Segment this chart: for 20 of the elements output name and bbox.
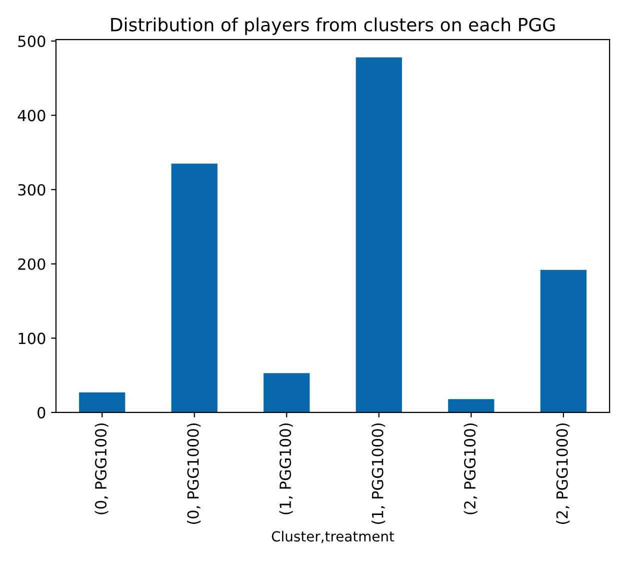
chart-title: Distribution of players from clusters on each PGG — [111, 17, 555, 35]
x-tick-label: (0, PGG1000) — [187, 423, 201, 524]
x-tick-label: (1, PGG1000) — [372, 423, 386, 524]
x-tick-label: (0, PGG100) — [94, 423, 108, 514]
y-tick-label: 500 — [18, 36, 46, 48]
y-tick-label: 300 — [18, 184, 46, 196]
bar — [540, 270, 586, 412]
bar — [171, 164, 218, 412]
y-tick-label: 0 — [38, 406, 46, 418]
x-axis-title: Cluster,treatment — [272, 530, 394, 544]
x-tick-label: (2, PGG100) — [464, 423, 478, 514]
x-tick-label: (2, PGG1000) — [556, 423, 570, 524]
bar — [448, 399, 494, 412]
y-tick-label: 100 — [18, 332, 46, 344]
x-tick-label: (1, PGG100) — [279, 423, 293, 514]
bar — [264, 373, 310, 412]
y-tick-label: 400 — [18, 110, 46, 122]
bar — [79, 392, 126, 412]
y-tick-label: 200 — [18, 258, 46, 270]
bar — [356, 57, 402, 412]
